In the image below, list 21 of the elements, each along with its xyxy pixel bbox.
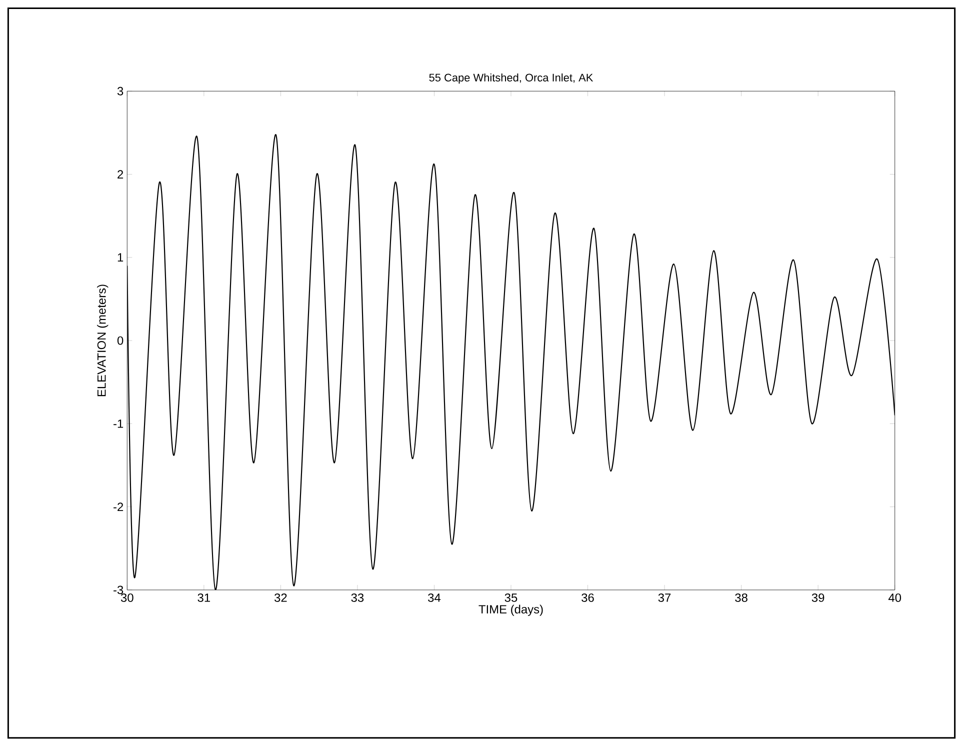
x-tick-label: 35	[504, 593, 518, 602]
x-axis-title: TIME (days)	[478, 604, 543, 616]
y-tick-label: 1	[118, 253, 124, 262]
y-axis-title: ELEVATION (meters)	[97, 284, 108, 396]
x-tick-label: 34	[428, 593, 441, 602]
x-tick-label: 40	[888, 593, 902, 602]
x-tick-label: 37	[658, 593, 671, 602]
x-tick-label: 36	[582, 593, 594, 602]
x-tick-label: 38	[735, 593, 748, 602]
y-tick-label: -3	[114, 586, 124, 594]
y-tick-label: 0	[117, 336, 124, 345]
y-tick-label: 2	[118, 170, 124, 178]
x-tick-label: 31	[198, 593, 210, 602]
x-tick-label: 39	[812, 593, 824, 602]
x-tick-label: 32	[274, 593, 287, 602]
x-tick-label: 30	[120, 593, 134, 602]
y-tick-label: -1	[114, 420, 124, 428]
x-tick-label: 33	[351, 593, 364, 602]
chart-title: 55 Cape Whitshed, Orca Inlet, AK	[429, 73, 594, 84]
y-tick-label: -2	[114, 502, 124, 511]
y-tick-label: 3	[117, 86, 124, 96]
